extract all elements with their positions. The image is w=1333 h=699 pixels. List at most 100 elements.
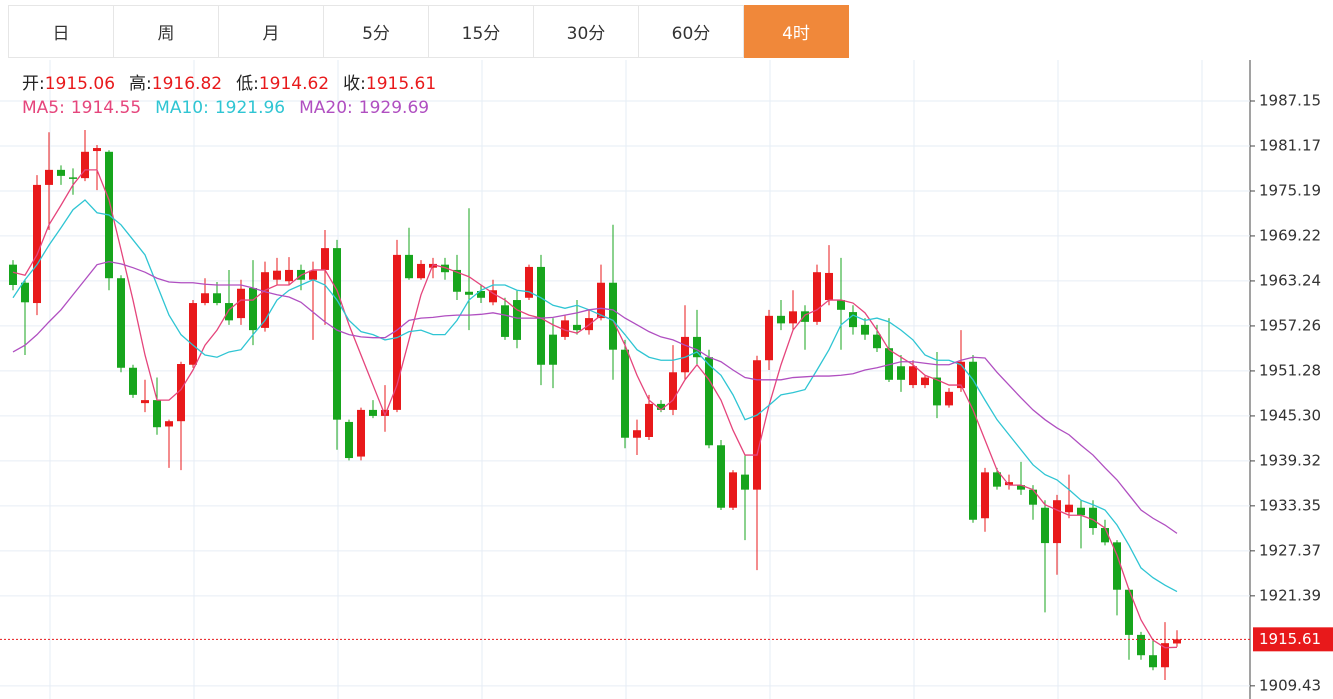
legend-value: 1914.55 bbox=[70, 98, 142, 118]
period-tab[interactable]: 60分 bbox=[639, 5, 744, 58]
y-tick-label: 1939.32 bbox=[1259, 451, 1321, 469]
candle-body bbox=[1065, 504, 1073, 513]
candle-body bbox=[201, 293, 209, 304]
candle-body bbox=[1029, 489, 1037, 505]
y-tick-label: 1987.15 bbox=[1259, 92, 1321, 110]
candle-body bbox=[1089, 507, 1097, 529]
candle-body bbox=[837, 300, 845, 310]
candle-body bbox=[945, 391, 953, 406]
ma-line bbox=[12, 199, 1178, 593]
candle-body bbox=[93, 148, 101, 152]
period-tab[interactable]: 15分 bbox=[429, 5, 534, 58]
ohlc-label: 高: bbox=[129, 74, 152, 94]
candle-body bbox=[513, 300, 521, 340]
period-tab[interactable]: 5分 bbox=[324, 5, 429, 58]
candle-body bbox=[309, 270, 317, 280]
period-tabs: 日周月 5分 15分 30分 60分 4时 bbox=[8, 5, 849, 58]
candle-body bbox=[957, 361, 965, 389]
candle-body bbox=[561, 320, 569, 337]
candle-body bbox=[1101, 528, 1109, 543]
last-price-label: 1915.61 bbox=[1259, 630, 1321, 648]
candle-body bbox=[417, 263, 425, 279]
candle-body bbox=[1017, 485, 1025, 490]
candle-body bbox=[1137, 634, 1145, 656]
candle-body bbox=[465, 291, 473, 295]
candle-body bbox=[873, 334, 881, 349]
candle-body bbox=[717, 445, 725, 508]
period-tab[interactable]: 30分 bbox=[534, 5, 639, 58]
candle-body bbox=[273, 270, 281, 280]
candle-body bbox=[1113, 542, 1121, 590]
candle-body bbox=[765, 315, 773, 361]
candle-body bbox=[285, 269, 293, 282]
candle-body bbox=[177, 363, 185, 422]
candle-body bbox=[645, 403, 653, 437]
candle-body bbox=[885, 348, 893, 380]
candle-body bbox=[9, 264, 17, 285]
candle-body bbox=[477, 291, 485, 298]
y-tick-label: 1969.22 bbox=[1259, 226, 1321, 244]
candle-body bbox=[369, 409, 377, 416]
candle-body bbox=[381, 409, 389, 416]
candle-body bbox=[165, 421, 173, 427]
ohlc-label: 低: bbox=[236, 74, 259, 94]
candle-body bbox=[321, 248, 329, 270]
y-tick-label: 1975.19 bbox=[1259, 182, 1321, 200]
candle-body bbox=[549, 334, 557, 365]
info-panel: 开:1915.06 高:1916.82 低:1914.62 收:1915.61 MA5… bbox=[22, 72, 436, 120]
candle-body bbox=[909, 366, 917, 386]
candle-body bbox=[621, 349, 629, 438]
candle-body bbox=[57, 169, 65, 176]
candle-body bbox=[789, 311, 797, 324]
candle-body bbox=[21, 282, 29, 303]
candle-body bbox=[213, 293, 221, 304]
candle-body bbox=[33, 184, 41, 304]
candle-body bbox=[597, 282, 605, 319]
candle-body bbox=[45, 169, 53, 185]
candle-body bbox=[669, 372, 677, 410]
candle-body bbox=[537, 266, 545, 365]
candle-body bbox=[933, 377, 941, 406]
y-tick-label: 1921.39 bbox=[1259, 586, 1321, 604]
candle-body bbox=[225, 303, 233, 321]
ohlc-value: 1914.62 bbox=[258, 74, 330, 94]
candle-body bbox=[813, 272, 821, 322]
candle-body bbox=[333, 248, 341, 420]
period-tab[interactable]: 日 bbox=[8, 5, 114, 58]
candle-body bbox=[801, 311, 809, 322]
candle-body bbox=[141, 400, 149, 404]
y-tick-label: 1957.26 bbox=[1259, 316, 1321, 334]
candle-body bbox=[993, 472, 1001, 487]
candle-body bbox=[117, 278, 125, 368]
candle-body bbox=[657, 403, 665, 410]
candle-body bbox=[921, 377, 929, 386]
candle-body bbox=[153, 400, 161, 428]
candle-body bbox=[1173, 639, 1181, 644]
candle-body bbox=[681, 336, 689, 373]
candle-body bbox=[969, 361, 977, 520]
candle-body bbox=[261, 272, 269, 328]
ohlc-label: 开: bbox=[22, 74, 45, 94]
period-tab[interactable]: 4时 bbox=[744, 5, 849, 58]
period-tab[interactable]: 月 bbox=[219, 5, 324, 58]
candle-body bbox=[81, 151, 89, 179]
ma-line bbox=[12, 260, 1178, 534]
last-price-box bbox=[1253, 627, 1333, 652]
period-tab[interactable]: 周 bbox=[114, 5, 219, 58]
y-tick-label: 1933.35 bbox=[1259, 496, 1321, 514]
candle-body bbox=[1005, 482, 1013, 486]
candle-body bbox=[777, 315, 785, 324]
y-tick-label: 1945.30 bbox=[1259, 406, 1321, 424]
candle-body bbox=[525, 266, 533, 298]
candle-body bbox=[249, 287, 257, 331]
ma-legend: MA5: 1914.55 MA10: 1921.96 MA20: 1929.69 bbox=[22, 96, 436, 120]
candle-body bbox=[705, 357, 713, 446]
ohlc-label: 收: bbox=[343, 74, 366, 94]
candle-body bbox=[981, 472, 989, 519]
y-tick-label: 1909.43 bbox=[1259, 676, 1321, 694]
candle-body bbox=[1077, 507, 1085, 516]
candle-body bbox=[693, 336, 701, 358]
candle-body bbox=[1041, 507, 1049, 544]
